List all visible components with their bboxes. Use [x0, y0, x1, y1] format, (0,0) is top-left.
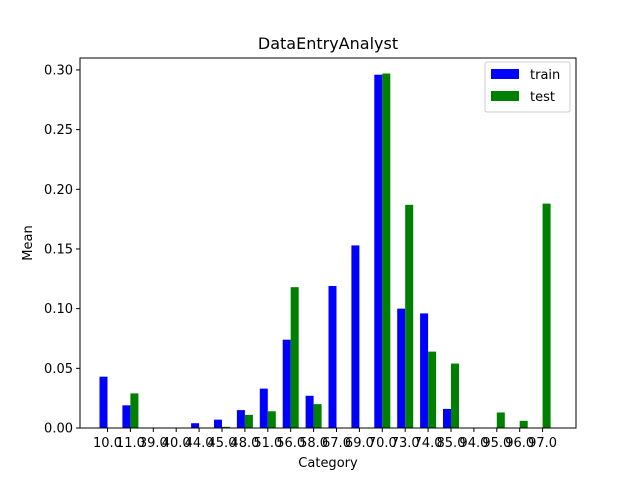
x-tick-label: 85.0	[437, 436, 466, 451]
bar-train-67.0	[328, 285, 337, 428]
bar-test-51.0	[267, 411, 276, 428]
bar-test-73.0	[405, 204, 414, 428]
x-tick-label: 67.0	[322, 436, 351, 451]
bar-train-56.0	[282, 339, 291, 428]
legend-swatch-test	[491, 91, 519, 101]
bar-train-69.0	[351, 245, 360, 428]
y-tick-label: 0.15	[44, 242, 73, 257]
bar-train-10.0	[99, 376, 108, 428]
x-tick-label: 11.0	[116, 436, 145, 451]
bar-test-95.0	[496, 412, 505, 428]
x-tick-label: 96.0	[505, 436, 534, 451]
bars-group	[99, 73, 551, 429]
bar-test-70.0	[382, 73, 391, 429]
legend-swatch-train	[491, 69, 519, 79]
y-tick-label: 0.00	[44, 422, 73, 437]
x-tick-label: 39.0	[139, 436, 168, 451]
y-axis-title: Mean	[21, 225, 36, 260]
bar-test-45.0	[222, 426, 230, 428]
chart-title: DataEntryAnalyst	[258, 34, 398, 53]
y-tick-label: 0.05	[44, 362, 73, 377]
x-tick-label: 95.0	[482, 436, 511, 451]
x-tick-label: 73.0	[391, 436, 420, 451]
x-tick-label: 58.0	[299, 436, 328, 451]
legend-label-test: test	[530, 90, 555, 105]
bar-train-11.0	[122, 405, 131, 428]
y-axis: 0.00 0.05 0.10 0.15 0.20 0.25 0.30	[44, 63, 80, 437]
bar-test-56.0	[290, 287, 299, 428]
bar-test-58.0	[313, 404, 322, 428]
bar-test-48.0	[244, 414, 253, 428]
x-tick-label: 45.0	[208, 436, 237, 451]
x-tick-label: 40.0	[162, 436, 191, 451]
x-tick-label: 48.0	[230, 436, 259, 451]
bar-train-70.0	[374, 74, 383, 429]
x-tick-label: 56.0	[276, 436, 305, 451]
x-axis: 10.011.039.040.044.045.048.051.056.058.0…	[93, 428, 557, 451]
x-tick-label: 69.0	[345, 436, 374, 451]
y-tick-label: 0.30	[44, 63, 73, 78]
x-axis-title: Category	[298, 456, 358, 471]
x-tick-label: 10.0	[93, 436, 122, 451]
plot-frame	[79, 57, 577, 429]
y-tick-label: 0.20	[44, 183, 73, 198]
bar-train-74.0	[420, 313, 429, 428]
bar-train-51.0	[259, 388, 268, 428]
x-tick-label: 51.0	[253, 436, 282, 451]
legend: train test	[484, 61, 571, 113]
x-tick-label: 44.0	[185, 436, 214, 451]
x-tick-label: 97.0	[528, 436, 557, 451]
bar-test-97.0	[542, 203, 551, 428]
x-tick-label: 70.0	[368, 436, 397, 451]
bar-test-96.0	[519, 420, 528, 428]
bar-train-48.0	[236, 410, 245, 428]
bar-train-45.0	[214, 419, 222, 428]
legend-label-train: train	[530, 68, 560, 83]
bar-test-74.0	[428, 351, 437, 428]
bar-train-85.0	[443, 408, 451, 428]
bar-test-11.0	[130, 393, 139, 428]
bar-train-58.0	[305, 395, 314, 428]
x-tick-label: 94.0	[459, 436, 488, 451]
bar-train-73.0	[397, 308, 406, 428]
y-tick-label: 0.10	[44, 302, 73, 317]
bar-test-85.0	[451, 363, 459, 428]
y-tick-label: 0.25	[44, 123, 73, 138]
x-tick-label: 74.0	[414, 436, 443, 451]
bar-train-44.0	[191, 423, 200, 428]
